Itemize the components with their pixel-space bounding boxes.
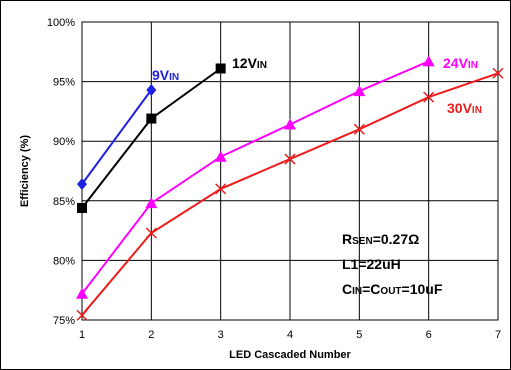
data-point (77, 178, 87, 191)
x-axis-title: LED Cascaded Number (229, 349, 351, 361)
series-line (81, 89, 153, 185)
y-tick-label: 100% (47, 17, 75, 29)
series-label-30v: 30VIN (447, 100, 482, 116)
x-tick-label: 5 (356, 329, 362, 341)
x-tick-label: 2 (148, 329, 154, 341)
x-tick-label: 7 (495, 329, 501, 341)
y-tick-label: 85% (53, 196, 75, 208)
annotation-line: CIN=COUT=10uF (342, 281, 443, 297)
data-point (77, 202, 87, 213)
x-tick-label: 1 (79, 329, 85, 341)
plot-frame (81, 21, 499, 321)
y-axis-title: Efficiency (%) (19, 135, 31, 207)
y-tick-label: 95% (53, 77, 75, 89)
data-point (146, 113, 157, 124)
data-point (423, 91, 435, 103)
data-point (284, 153, 296, 165)
series-12v (77, 63, 226, 213)
data-point (353, 123, 365, 135)
data-point (145, 227, 157, 239)
data-point (215, 183, 227, 195)
series-label-12v: 12VIN (232, 55, 267, 71)
data-point (146, 83, 157, 96)
x-tick-label: 3 (218, 329, 224, 341)
data-point (353, 85, 366, 97)
data-point (145, 197, 158, 209)
data-point (215, 63, 226, 74)
data-point (284, 118, 296, 130)
series-24v (76, 55, 435, 299)
annotation-box: RSEN=0.27Ω L1=22uH CIN=COUT=10uF (342, 231, 443, 297)
data-point (76, 287, 88, 299)
series-labels: 9VIN 12VIN 24VIN 30VIN (152, 55, 482, 116)
series-line (81, 60, 430, 295)
annotation-line: RSEN=0.27Ω (342, 231, 419, 247)
data-point (492, 67, 504, 79)
series-layer (76, 55, 504, 321)
y-tick-label: 90% (53, 136, 75, 148)
series-label-24v: 24VIN (443, 55, 478, 71)
x-tick-label: 6 (426, 329, 432, 341)
data-point (422, 55, 435, 67)
series-9v (77, 83, 157, 191)
series-label-9v: 9VIN (152, 67, 179, 83)
x-tick-labels: 1 2 3 4 5 6 7 (79, 329, 501, 341)
y-tick-labels: 75% 80% 85% 90% 95% 100% (47, 17, 75, 327)
data-point (214, 150, 227, 162)
y-tick-label: 80% (53, 255, 75, 267)
series-30v (76, 67, 504, 321)
y-tick-label: 75% (53, 315, 75, 327)
x-tick-label: 4 (287, 329, 293, 341)
data-point (76, 309, 88, 321)
annotation-line: L1=22uH (342, 256, 401, 272)
